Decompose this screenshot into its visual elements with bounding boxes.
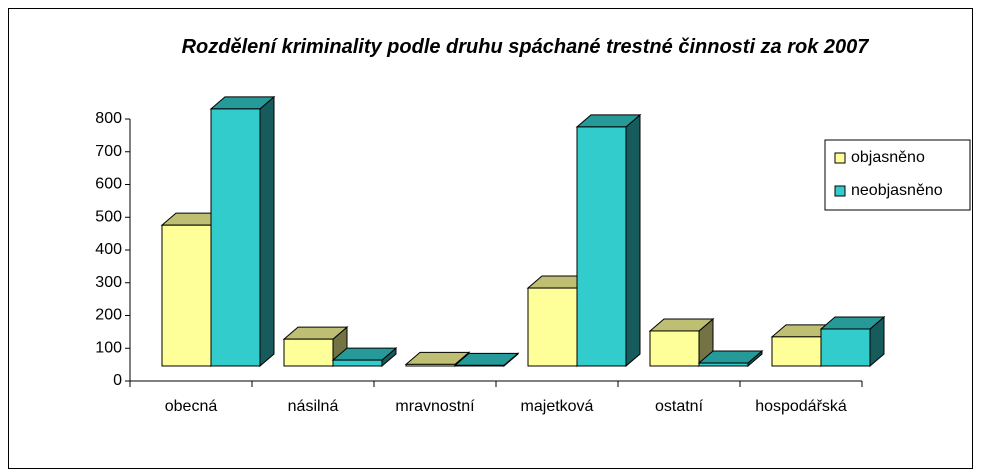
legend-label: objasněno [851,149,925,166]
bar [283,338,334,367]
y-tick-label: 100 [95,339,122,356]
x-tick-label: obecná [165,398,218,415]
bar-side [625,113,641,368]
bar [332,359,383,367]
legend-label: neobjasněno [851,182,943,199]
bar [576,126,627,367]
bar-side [259,95,275,368]
bar [820,328,871,367]
legend-swatch [834,152,846,164]
y-tick-label: 700 [95,143,122,160]
bar [698,362,749,367]
x-tick-label: majetková [521,398,594,415]
bar [405,363,456,367]
bar [527,287,578,367]
legend-swatch [834,185,846,197]
legend-box [824,139,971,211]
y-tick-label: 800 [95,110,122,127]
x-tick-label: hospodářská [755,398,847,415]
x-tick-label: ostatní [655,398,704,415]
y-tick-label: 0 [113,372,122,389]
y-tick-label: 300 [95,274,122,291]
bar [210,108,261,367]
y-tick-label: 400 [95,241,122,258]
bar [161,224,212,367]
x-tick-label: mravnostní [395,398,475,415]
y-tick-label: 500 [95,208,122,225]
y-tick-label: 600 [95,176,122,193]
bar [454,364,505,367]
x-tick-label: násilná [288,398,339,415]
bar [771,336,822,367]
y-tick-label: 200 [95,307,122,324]
bar [649,330,700,367]
chart-title: Rozdělení kriminality podle druhu spácha… [181,36,869,58]
